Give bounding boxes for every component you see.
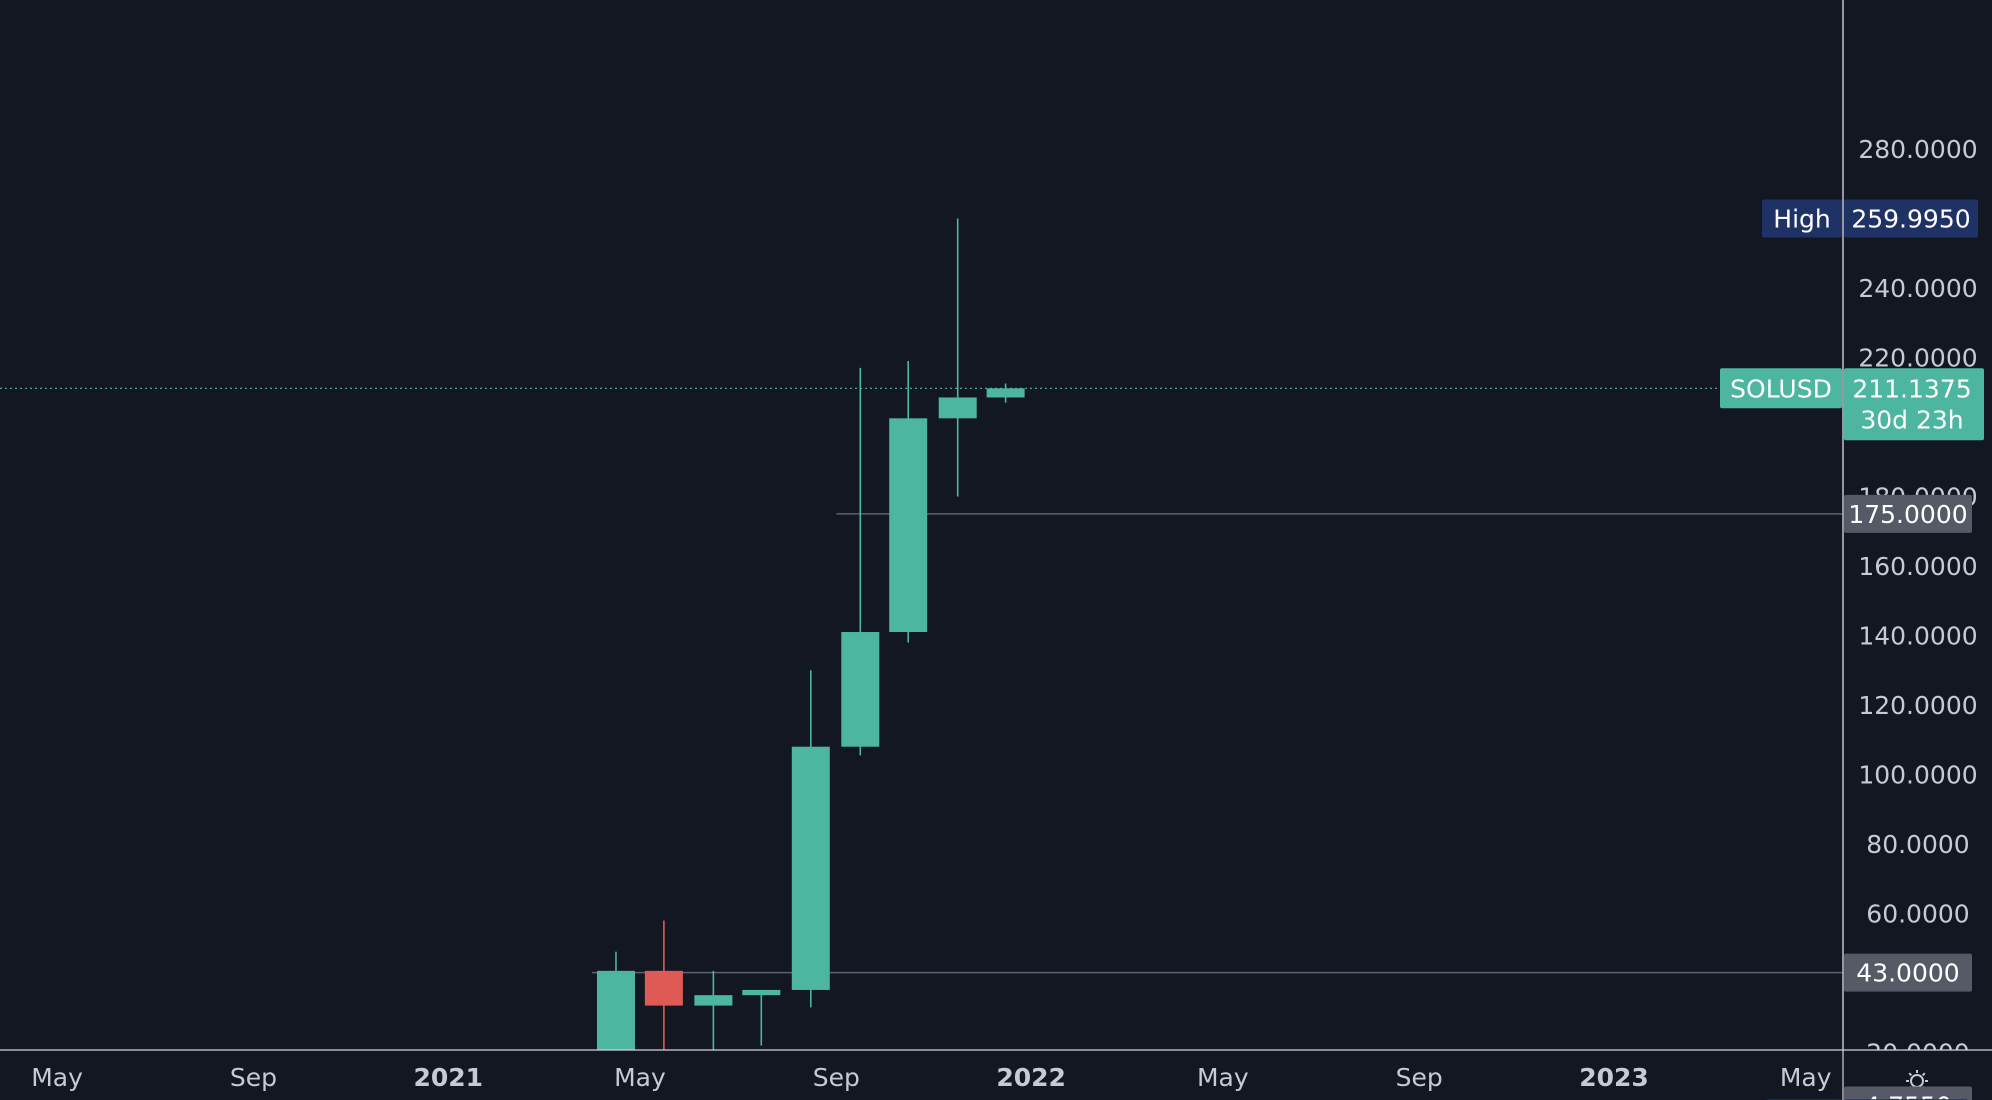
candle-body bbox=[986, 388, 1025, 398]
candles[interactable] bbox=[14, 218, 1025, 1100]
candle[interactable] bbox=[694, 970, 733, 1051]
gear-icon-tooth bbox=[1908, 1072, 1913, 1077]
high-value-badge-bg bbox=[1844, 199, 1978, 238]
gear-icon-tooth bbox=[1921, 1072, 1926, 1077]
symbol-badge-bg bbox=[1720, 368, 1842, 409]
level-price-badge: 43.0000 bbox=[1844, 953, 1972, 992]
high-value-badge: 259.9950 bbox=[1844, 199, 1978, 238]
time-tick-label: May bbox=[31, 1063, 83, 1092]
candle-body bbox=[938, 397, 977, 419]
level-price-badge-bg bbox=[1844, 953, 1972, 992]
level-price-badge-bg bbox=[1844, 494, 1972, 533]
price-tick-label: 160.0000 bbox=[1858, 552, 1977, 581]
symbol-badge-text: SOLUSD bbox=[1730, 374, 1832, 403]
candle-body bbox=[791, 746, 830, 990]
candle[interactable] bbox=[986, 383, 1025, 403]
candle-body bbox=[596, 970, 635, 1055]
price-tick-label: 80.0000 bbox=[1866, 830, 1969, 859]
level-price-badge: 4.7550 bbox=[1844, 1086, 1972, 1100]
time-tick-label: Sep bbox=[813, 1063, 860, 1092]
candle-body bbox=[742, 989, 781, 996]
candle-body bbox=[889, 418, 928, 633]
time-tick-label: Sep bbox=[230, 1063, 277, 1092]
price-tick-label: 60.0000 bbox=[1866, 900, 1969, 929]
current-price-badge-bg bbox=[1844, 368, 1984, 441]
time-tick-label: May bbox=[1780, 1063, 1832, 1092]
price-tick-label: 120.0000 bbox=[1858, 691, 1977, 720]
level-price-badge-text: 175.0000 bbox=[1848, 500, 1967, 529]
time-tick-label: 2021 bbox=[413, 1063, 483, 1092]
candle-countdown: 30d 23h bbox=[1860, 405, 1963, 434]
high-value-badge-text: 259.9950 bbox=[1851, 205, 1970, 234]
time-tick-label: 2023 bbox=[1579, 1063, 1649, 1092]
price-tick-label: 240.0000 bbox=[1858, 274, 1977, 303]
candle-body bbox=[694, 995, 733, 1006]
level-price-badge: 175.0000 bbox=[1844, 494, 1972, 533]
candle[interactable] bbox=[644, 920, 683, 1055]
level-price-badge-bg bbox=[1844, 1086, 1972, 1100]
candle[interactable] bbox=[841, 367, 880, 756]
time-tick-label: Sep bbox=[1396, 1063, 1443, 1092]
candle[interactable] bbox=[742, 989, 781, 1046]
candle-body bbox=[644, 970, 683, 1006]
current-price-value: 211.1375 bbox=[1852, 374, 1971, 403]
time-axis-panel bbox=[0, 1050, 1992, 1100]
time-tick-label: May bbox=[614, 1063, 666, 1092]
symbol-badge: SOLUSD bbox=[1720, 368, 1842, 409]
high-label-badge: High bbox=[1762, 199, 1842, 238]
high-label-badge-text: High bbox=[1773, 205, 1830, 234]
time-tick-label: 2022 bbox=[996, 1063, 1066, 1092]
candle[interactable] bbox=[889, 360, 928, 643]
price-tick-label: 100.0000 bbox=[1858, 761, 1977, 790]
level-price-badge-text: 43.0000 bbox=[1856, 959, 1959, 988]
candle[interactable] bbox=[938, 218, 977, 497]
high-label-badge-bg bbox=[1762, 199, 1842, 238]
level-price-badge-text: 4.7550 bbox=[1864, 1091, 1951, 1100]
price-tick-label: 140.0000 bbox=[1858, 622, 1977, 651]
price-axis[interactable]: 20.000060.000080.0000100.0000120.0000140… bbox=[1842, 0, 1992, 1100]
candle-body bbox=[841, 632, 880, 747]
candle[interactable] bbox=[791, 670, 830, 1008]
candle[interactable] bbox=[596, 951, 635, 1058]
price-tick-label: 220.0000 bbox=[1858, 344, 1977, 373]
time-tick-label: May bbox=[1197, 1063, 1249, 1092]
price-tick-label: 280.0000 bbox=[1858, 135, 1977, 164]
